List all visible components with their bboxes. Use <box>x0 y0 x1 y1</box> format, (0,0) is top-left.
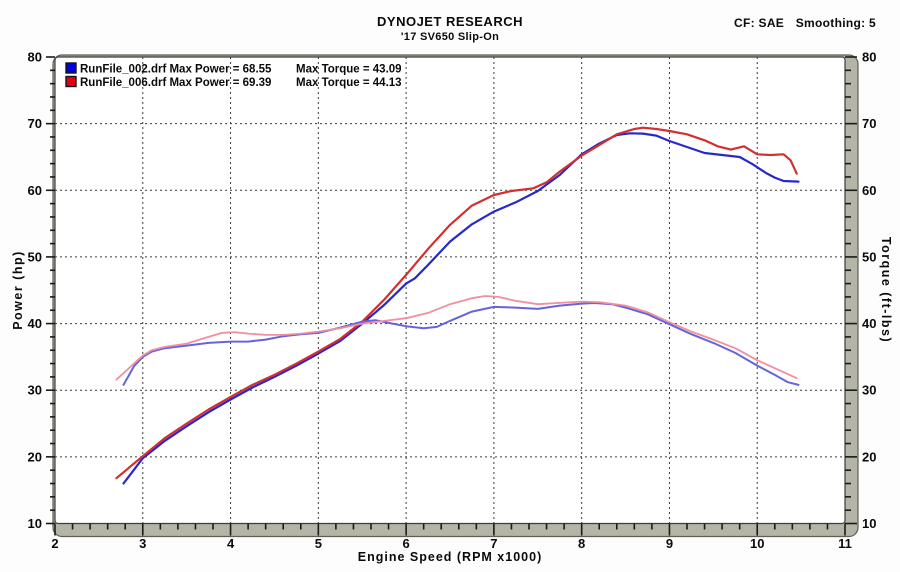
power-axis-tick-label: 60 <box>28 183 42 198</box>
torque-axis-tick-label: 10 <box>862 516 876 531</box>
x-axis-tick-label: 6 <box>402 536 409 551</box>
smoothing-label: Smoothing: 5 <box>795 16 876 30</box>
x-axis-tick-label: 4 <box>227 536 235 551</box>
torque-axis-tick-label: 70 <box>862 116 876 131</box>
gridlines <box>55 57 845 524</box>
torque-axis-tick-label: 30 <box>862 383 876 398</box>
curve-runfile-006-power-hp- <box>115 126 798 480</box>
x-axis-tick-label: 5 <box>315 536 322 551</box>
torque-axis-tick-label: 60 <box>862 183 876 198</box>
legend: RunFile_002.drf Max Power = 68.55 Max Tor… <box>65 62 402 89</box>
power-axis-tick-label: 10 <box>28 516 42 531</box>
legend-entry: RunFile_002.drf Max Power = 68.55 Max Tor… <box>80 64 402 76</box>
legend-swatch <box>65 75 77 88</box>
axis-ticks <box>46 56 857 536</box>
x-axis-tick-label: 10 <box>750 536 764 551</box>
torque-axis-tick-label: 40 <box>862 316 876 331</box>
torque-axis-tick-label: 50 <box>862 249 876 264</box>
x-axis-tick-label: 2 <box>51 536 58 551</box>
legend-entry: RunFile_006.drf Max Power = 69.39 Max Tor… <box>80 77 402 89</box>
correction-smoothing-info: CF: SAE Smoothing: 5 <box>726 16 876 30</box>
x-axis-tick-label: 9 <box>666 536 673 551</box>
page-subtitle: '17 SV650 Slip-On <box>400 31 500 43</box>
page-title: DYNOJET RESEARCH <box>377 14 523 29</box>
legend-swatch <box>65 62 77 74</box>
curve-runfile-002-torque-ft-lbs- <box>122 302 800 386</box>
power-axis-tick-label: 30 <box>28 383 42 398</box>
power-axis-tick-label: 50 <box>28 249 42 264</box>
legend-torque-label: Max Torque = 44.13 <box>296 77 402 89</box>
legend-file-and-power-label: RunFile_006.drf Max Power = 69.39 <box>80 77 271 89</box>
dyno-curves <box>115 126 800 485</box>
torque-axis-tick-label: 80 <box>862 50 876 65</box>
power-axis-tick-label: 20 <box>28 449 42 464</box>
x-axis-tick-label: 3 <box>139 536 146 551</box>
power-axis-tick-label: 80 <box>28 50 42 65</box>
torque-axis-tick-label: 20 <box>862 449 876 464</box>
power-axis-tick-label: 40 <box>28 316 42 331</box>
x-axis-tick-label: 11 <box>838 536 852 551</box>
x-axis-tick-label: 8 <box>578 536 585 551</box>
cf-label: CF: SAE <box>733 16 785 30</box>
legend-torque-label: Max Torque = 43.09 <box>296 64 402 76</box>
power-axis-tick-label: 70 <box>28 116 42 131</box>
legend-file-and-power-label: RunFile_002.drf Max Power = 68.55 <box>80 64 272 76</box>
x-axis-tick-label: 7 <box>490 536 497 551</box>
power-axis-title: Power (hp) <box>11 250 25 330</box>
curve-runfile-002-power-hp- <box>122 132 800 485</box>
x-axis-title: Engine Speed (RPM x1000) <box>358 550 542 564</box>
torque-axis-title: Torque (ft-lbs) <box>879 237 893 343</box>
curve-runfile-006-torque-ft-lbs- <box>115 295 798 381</box>
plot-area <box>54 56 846 525</box>
